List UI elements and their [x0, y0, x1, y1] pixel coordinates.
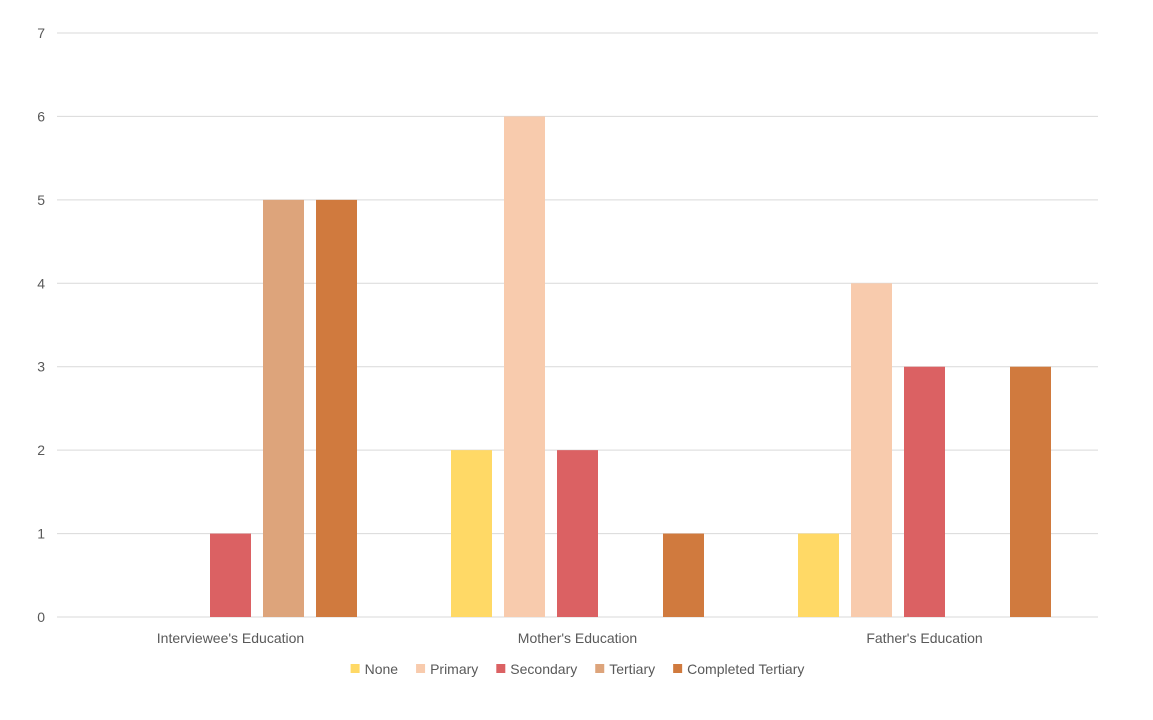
x-tick-label: Father's Education — [866, 630, 982, 646]
legend-label: Secondary — [510, 661, 577, 677]
legend-label: Tertiary — [609, 661, 655, 677]
y-tick-label: 5 — [37, 192, 45, 208]
y-tick-label: 3 — [37, 359, 45, 375]
x-axis-ticks: Interviewee's Education Mother's Educatio… — [157, 630, 983, 646]
y-tick-label: 7 — [37, 25, 45, 41]
y-tick-label: 6 — [37, 108, 45, 124]
y-tick-label: 2 — [37, 442, 45, 458]
y-tick-label: 1 — [37, 526, 45, 542]
bar-secondary-1 — [557, 450, 598, 617]
bar-completed-tertiary-1 — [663, 533, 704, 617]
legend-label: Primary — [430, 661, 478, 677]
x-tick-label: Interviewee's Education — [157, 630, 304, 646]
legend-swatch-primary — [416, 664, 426, 673]
bar-tertiary-0 — [263, 199, 304, 617]
bar-none-1 — [451, 450, 492, 617]
bar-secondary-2 — [904, 366, 945, 617]
legend-swatch-completed-tertiary — [673, 664, 683, 673]
legend-label: None — [365, 661, 399, 677]
y-axis-ticks: 0 1 2 3 4 5 6 7 — [37, 25, 45, 625]
bar-completed-tertiary-2 — [1010, 366, 1051, 617]
y-tick-label: 4 — [37, 275, 45, 291]
legend-swatch-secondary — [496, 664, 506, 673]
legend-swatch-tertiary — [595, 664, 605, 673]
bar-primary-1 — [504, 116, 545, 617]
bar-secondary-0 — [210, 533, 251, 617]
bar-primary-2 — [851, 283, 892, 617]
bars — [210, 116, 1051, 617]
legend: None Primary Secondary Tertiary Completed Te… — [350, 661, 804, 677]
bar-none-2 — [798, 533, 839, 617]
legend-swatch-none — [350, 664, 360, 673]
legend-label: Completed Tertiary — [687, 661, 804, 677]
y-tick-label: 0 — [37, 609, 45, 625]
x-tick-label: Mother's Education — [518, 630, 637, 646]
bar-completed-tertiary-0 — [316, 199, 357, 617]
